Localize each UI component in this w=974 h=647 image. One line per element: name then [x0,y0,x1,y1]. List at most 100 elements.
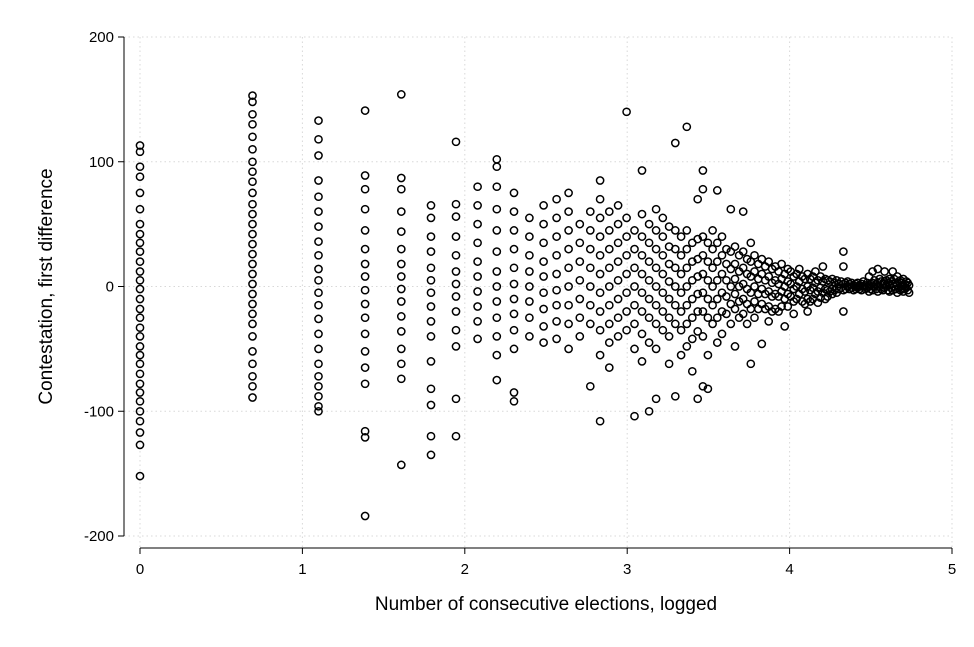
scatter-point [722,244,731,254]
scatter-point [248,209,257,219]
scatter-point [670,300,680,310]
scatter-point [813,298,823,308]
scatter-point [135,267,145,276]
scatter-point [708,226,717,235]
scatter-point [426,384,436,394]
scatter-point [509,263,519,273]
scatter-point [644,257,654,266]
scatter-point [693,272,703,281]
scatter-point [552,269,561,279]
scatter-point [816,272,825,281]
scatter-point [644,313,654,323]
scatter-point [803,269,812,279]
scatter-point [492,154,502,164]
scatter-point [473,182,482,192]
scatter-point [135,440,145,450]
scatter-point [492,313,502,323]
scatter-point [360,426,370,436]
scatter-point [789,309,799,319]
scatter-point [664,294,674,304]
scatter-point [651,394,661,404]
scatter-point [135,406,145,416]
scatter-point [670,319,680,329]
scatter-point [360,272,370,281]
scatter-point [473,317,482,326]
scatter-point [564,244,573,254]
scatter-point [135,162,145,172]
scatter-point [670,263,680,273]
scatter-point [703,238,713,248]
scatter-point [135,350,145,360]
scatter-point [682,300,692,310]
scatter-point [509,188,519,198]
scatter-point [613,313,623,323]
scatter-point [708,244,717,254]
scatter-point [595,213,605,223]
scatter-point [703,257,713,266]
scatter-point [248,229,257,239]
scatter-point [698,381,708,391]
scatter-point [712,275,722,285]
scatter-point [664,277,674,286]
scatter-point [248,132,257,142]
scatter-point [644,219,654,229]
scatter-point [539,257,548,266]
scatter-point [360,347,370,356]
scatter-point [777,259,786,269]
scatter-point [703,313,713,323]
scatter-point [426,201,436,210]
scatter-point [396,460,406,470]
scatter-point [630,411,639,421]
scatter-point [248,249,257,259]
scatter-point [722,309,731,319]
scatter-point [630,263,639,273]
scatter-point [564,282,573,291]
scatter-point [687,366,697,376]
scatter-point [730,242,740,251]
scatter-point [738,247,748,256]
scatter-point [314,314,323,324]
scatter-point [717,250,727,260]
scatter-point [564,300,573,310]
scatter-point [135,396,145,406]
scatter-point [670,138,680,148]
scatter-point [426,317,436,326]
scatter-point [360,244,370,254]
scatter-point [670,391,680,401]
scatter-point [622,325,631,335]
scatter-point [539,238,548,248]
scatter-point [426,400,436,410]
scatter-point [585,300,595,310]
scatter-point [360,226,370,235]
scatter-point [492,162,502,172]
scatter-point [135,304,145,314]
scatter-point [595,416,605,426]
scatter-point [451,307,461,316]
scatter-point [630,282,639,291]
scatter-point [613,257,623,266]
scatter-point [670,226,680,235]
scatter-point [135,188,145,198]
y-axis-title: Contestation, first difference [36,168,57,404]
scatter-point [552,213,561,223]
scatter-point [622,250,631,260]
scatter-point [693,394,703,404]
scatter-point [750,297,759,306]
scatter-point [750,313,759,323]
scatter-point [811,267,820,276]
scatter-point [451,292,461,301]
scatter-point [670,244,680,254]
scatter-point [426,357,436,366]
x-tick-label: 3 [623,561,631,578]
scatter-point [717,269,727,279]
scatter-point [360,379,370,389]
scatter-point [664,332,674,341]
scatter-point [314,381,323,391]
scatter-point [622,213,631,223]
scatter-point [564,344,573,354]
scatter-point [314,344,323,354]
scatter-point [839,247,848,256]
scatter-point [644,294,654,304]
scatter-point [248,309,257,319]
scatter-point [552,334,561,344]
